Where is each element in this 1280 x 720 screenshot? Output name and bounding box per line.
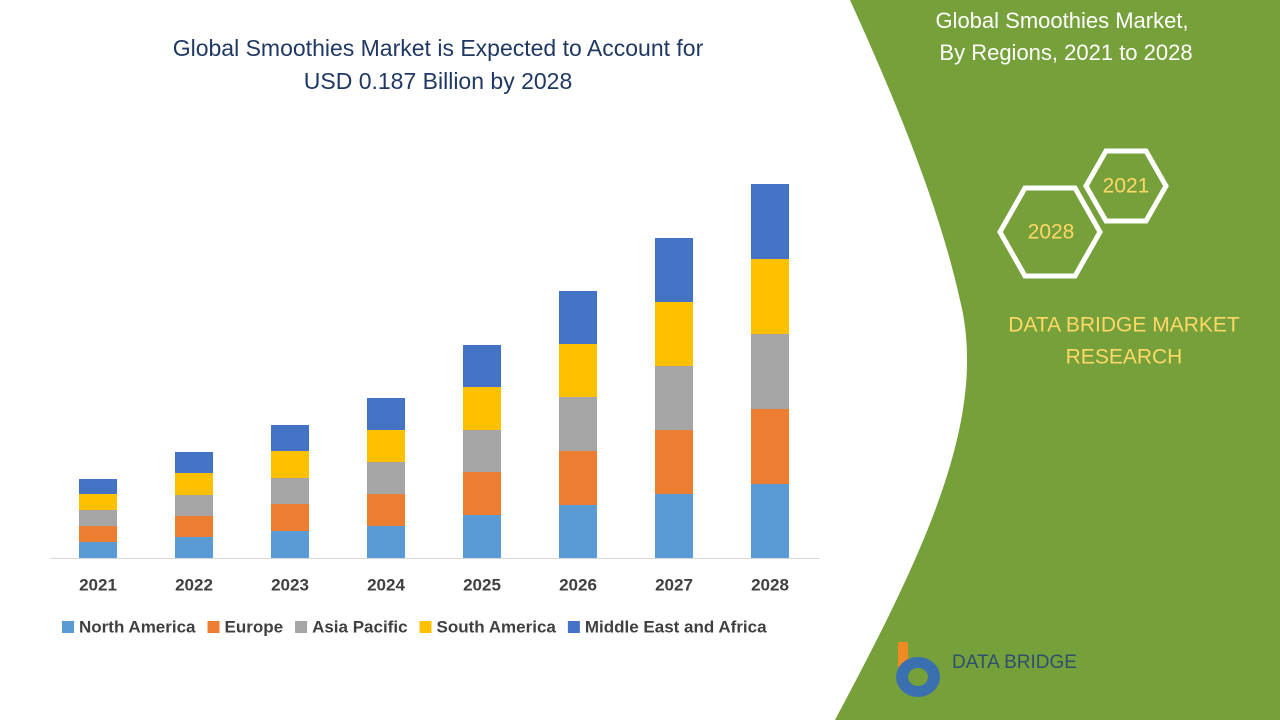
brand-text: DATA BRIDGE MARKET — [1008, 314, 1240, 337]
chart-title: USD 0.187 Billion by 2028 — [304, 68, 573, 94]
legend-swatch — [295, 621, 308, 633]
legend-swatch — [62, 621, 74, 633]
brand-text: RESEARCH — [1066, 346, 1183, 369]
bar-segment — [367, 462, 405, 494]
x-tick-label: 2021 — [79, 575, 117, 594]
legend-swatch — [567, 621, 580, 633]
bar-segment — [655, 366, 693, 430]
hexagon — [1083, 148, 1169, 224]
legend-label: Europe — [225, 617, 284, 636]
legend-label: Middle East and Africa — [585, 617, 767, 636]
x-tick-label: 2025 — [463, 575, 501, 594]
bar-segment — [79, 510, 117, 526]
bar-segment — [271, 451, 309, 478]
side-panel — [835, 0, 1280, 720]
legend-label: Asia Pacific — [312, 617, 407, 636]
bar-segment — [559, 291, 597, 344]
logo: DATA BRIDGE — [896, 642, 1077, 697]
bar-segment — [559, 451, 597, 505]
legend-swatch — [207, 621, 220, 633]
legend-label: North America — [79, 617, 196, 636]
bar-segment — [655, 238, 693, 302]
bar-segment — [175, 452, 213, 473]
x-tick-label: 2027 — [655, 575, 693, 594]
bar-segment — [367, 494, 405, 526]
bar-segment — [175, 516, 213, 537]
bar-segment — [79, 542, 117, 558]
panel-title: Global Smoothies Market, — [935, 8, 1188, 33]
legend-label: South America — [437, 617, 557, 636]
bar-segment — [175, 537, 213, 558]
panel-title: By Regions, 2021 to 2028 — [939, 40, 1192, 65]
bar-segment — [367, 526, 405, 558]
chart-title: Global Smoothies Market is Expected to A… — [173, 35, 704, 61]
x-tick-label: 2028 — [751, 575, 789, 594]
logo-text: DATA BRIDGE — [952, 652, 1077, 673]
bar-segment — [79, 526, 117, 542]
bar-segment — [79, 494, 117, 510]
x-tick-label: 2024 — [367, 575, 405, 594]
bar-segment — [367, 398, 405, 430]
bar-segment — [367, 430, 405, 462]
bar-segment — [175, 473, 213, 495]
bar-segment — [271, 478, 309, 504]
bar-segment — [463, 430, 501, 472]
bar-segment — [271, 504, 309, 531]
bar-segment — [655, 430, 693, 494]
bar-segment — [271, 531, 309, 558]
bar-segment — [655, 494, 693, 558]
bar-segment — [463, 515, 501, 558]
bar-segment — [79, 479, 117, 494]
bar-segment — [751, 334, 789, 409]
legend-swatch — [419, 621, 432, 633]
bar-segment — [751, 409, 789, 484]
bar-segment — [559, 344, 597, 397]
hexagon — [997, 185, 1103, 279]
x-tick-label: 2026 — [559, 575, 597, 594]
hexagon-label: 2028 — [1028, 221, 1075, 244]
bar-segment — [655, 302, 693, 366]
bar-segment — [463, 345, 501, 387]
bar-segment — [463, 472, 501, 515]
bar-segment — [751, 484, 789, 558]
bar-segment — [463, 387, 501, 430]
x-tick-label: 2023 — [271, 575, 309, 594]
bar-segment — [271, 425, 309, 451]
bar-segment — [175, 495, 213, 516]
logo-hole — [908, 668, 928, 686]
x-tick-label: 2022 — [175, 575, 213, 594]
bar-segment — [751, 184, 789, 259]
bar-segment — [559, 505, 597, 558]
hexagon-label: 2021 — [1103, 175, 1150, 198]
bar-segment — [751, 259, 789, 334]
bar-segment — [559, 397, 597, 451]
